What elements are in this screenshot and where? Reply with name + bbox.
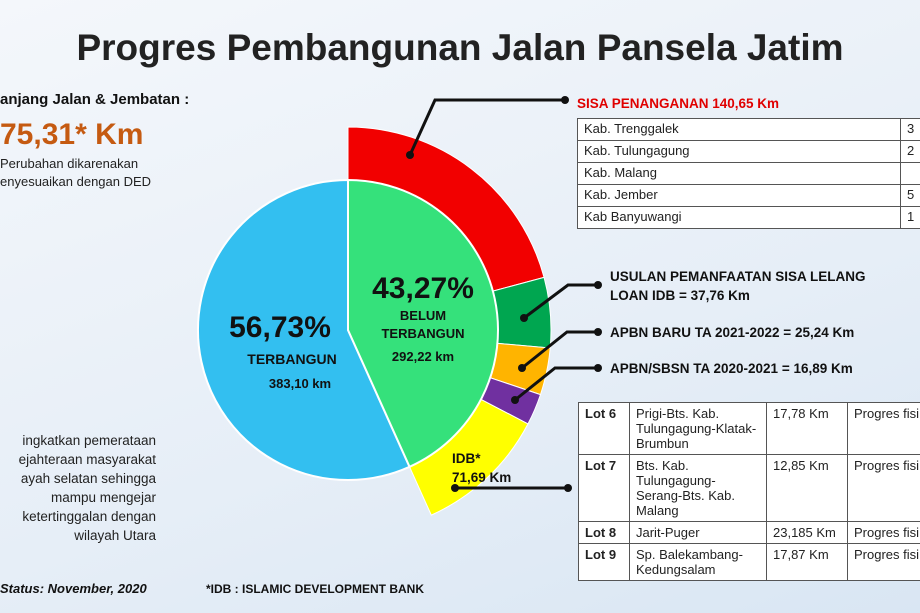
- table-cell: 5: [900, 184, 920, 207]
- table-cell: Bts. Kab. Tulungagung-Serang-Bts. Kab. M…: [629, 454, 767, 522]
- table-row: Kab. Jember 5: [577, 184, 920, 207]
- leader-dot: [594, 281, 602, 289]
- leader-dot: [511, 396, 519, 404]
- callout-label: SISA PENANGANAN 140,65 Km: [577, 96, 779, 111]
- table-row: Kab. Trenggalek 3: [577, 118, 920, 141]
- leader-dot: [594, 328, 602, 336]
- description-line: wilayah Utara: [73, 528, 156, 543]
- leader-dot: [520, 314, 528, 322]
- callout-label: APBN/SBSN TA 2020-2021 = 16,89 Km: [610, 361, 853, 376]
- table-cell: Kab Banyuwangi: [577, 206, 901, 229]
- leader-line: [523, 283, 598, 320]
- table-row: Lot 6 Prigi-Bts. Kab. Tulungagung-Klatak-…: [578, 402, 920, 455]
- callout-label: USULAN PEMANFAATAN SISA LELANG: [610, 269, 866, 284]
- leader-dot: [594, 364, 602, 372]
- leader-line: [521, 330, 598, 370]
- status: Status: November, 2020: [0, 581, 147, 596]
- table-row: Lot 8 Jarit-Puger 23,185 Km Progres fisi: [578, 521, 920, 544]
- table-cell: 12,85 Km: [766, 454, 848, 522]
- table-row: Lot 9 Sp. Balekambang-Kedungsalam 17,87 Km…: [578, 543, 920, 581]
- table-cell: [900, 162, 920, 185]
- title: Progres Pembangunan Jalan Pansela Jatim: [76, 27, 843, 68]
- description-line: mampu mengejar: [51, 490, 157, 505]
- table-cell: Lot 6: [578, 402, 630, 455]
- pie-label: 383,10 km: [269, 376, 331, 391]
- pie-label: 292,22 km: [392, 349, 454, 364]
- leader-dot: [451, 484, 459, 492]
- table-cell: Progres fisi: [847, 402, 920, 455]
- table-cell: Sp. Balekambang-Kedungsalam: [629, 543, 767, 581]
- pie-slice: [197, 178, 411, 481]
- table-cell: 3: [900, 118, 920, 141]
- table-cell: 17,78 Km: [766, 402, 848, 455]
- leader-dot: [406, 151, 414, 159]
- callout-label: 71,69 Km: [452, 470, 511, 485]
- summary-note: enyesuaikan dengan DED: [0, 174, 151, 189]
- pie-slice: [347, 178, 499, 469]
- table-cell: Lot 8: [578, 521, 630, 544]
- table-cell: Lot 9: [578, 543, 630, 581]
- leader-line: [514, 366, 598, 402]
- table-cell: Kab. Tulungagung: [577, 140, 901, 163]
- table-cell: Progres fisi: [847, 454, 920, 522]
- table-row: Kab. Tulungagung 2: [577, 140, 920, 163]
- table-cell: Kab. Trenggalek: [577, 118, 901, 141]
- table-row: Kab. Malang: [577, 162, 920, 185]
- table-cell: 2: [900, 140, 920, 163]
- leader-dot: [561, 96, 569, 104]
- pie-label: 43,27%: [372, 272, 474, 305]
- table-cell: Jarit-Puger: [629, 521, 767, 544]
- lots-table: Lot 6 Prigi-Bts. Kab. Tulungagung-Klatak-…: [578, 402, 920, 581]
- pie-label: 56,73%: [229, 311, 331, 344]
- summary-total: 75,31* Km: [0, 118, 143, 151]
- table-row: Lot 7 Bts. Kab. Tulungagung-Serang-Bts. K…: [578, 454, 920, 522]
- table-cell: 1: [900, 206, 920, 229]
- table-cell: Lot 7: [578, 454, 630, 522]
- description-line: ingkatkan pemerataan: [22, 433, 156, 448]
- pie-label: BELUM: [400, 308, 446, 323]
- callout-label: APBN BARU TA 2021-2022 = 25,24 Km: [610, 325, 854, 340]
- leader-dot: [564, 484, 572, 492]
- leader-line: [408, 98, 565, 156]
- callout-label: IDB*: [452, 451, 481, 466]
- table-cell: 17,87 Km: [766, 543, 848, 581]
- table-row: Kab Banyuwangi 1: [577, 206, 920, 229]
- summary-heading: anjang Jalan & Jembatan :: [0, 91, 189, 108]
- leader-dot: [518, 364, 526, 372]
- callout-label: LOAN IDB = 37,76 Km: [610, 288, 750, 303]
- table-cell: Kab. Jember: [577, 184, 901, 207]
- table-cell: Progres fisi: [847, 543, 920, 581]
- regions-table: Kab. Trenggalek 3 Kab. Tulungagung 2 Kab. Ma…: [577, 118, 920, 229]
- pie-label: TERBANGUN: [381, 326, 464, 341]
- pie-label: TERBANGUN: [247, 351, 336, 367]
- table-cell: Progres fisi: [847, 521, 920, 544]
- table-cell: Prigi-Bts. Kab. Tulungagung-Klatak-Brumb…: [629, 402, 767, 455]
- description-line: ayah selatan sehingga: [21, 471, 157, 486]
- footnote: *IDB : ISLAMIC DEVELOPMENT BANK: [206, 582, 424, 596]
- description-line: ketertinggalan dengan: [22, 509, 156, 524]
- table-cell: Kab. Malang: [577, 162, 901, 185]
- description-line: ejahteraan masyarakat: [19, 452, 157, 467]
- summary-note: Perubahan dikarenakan: [0, 156, 138, 171]
- table-cell: 23,185 Km: [766, 521, 848, 544]
